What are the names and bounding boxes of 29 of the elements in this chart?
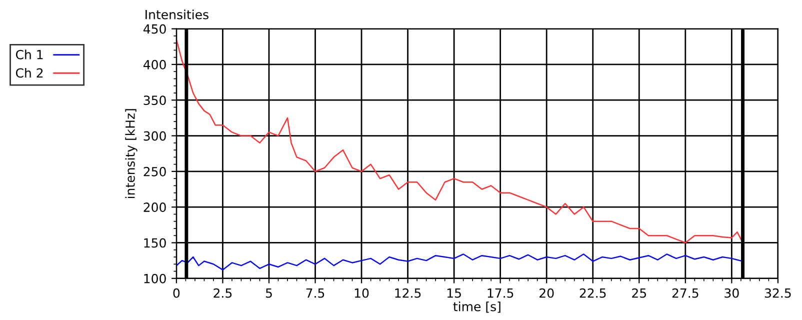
x-tick-label: 12.5 bbox=[395, 288, 421, 298]
legend-label: Ch 2 bbox=[16, 68, 43, 78]
y-tick-label: 350 bbox=[144, 96, 166, 106]
x-tick-label: 2.5 bbox=[214, 288, 232, 298]
y-tick-label: 100 bbox=[144, 274, 166, 284]
y-tick-label: 300 bbox=[144, 131, 166, 141]
x-tick-label: 5 bbox=[266, 288, 272, 298]
x-tick-label: 30 bbox=[724, 288, 739, 298]
x-tick-label: 17.5 bbox=[488, 288, 514, 298]
x-tick-label: 7.5 bbox=[306, 288, 324, 298]
x-tick-label: 22.5 bbox=[580, 288, 606, 298]
line-series bbox=[176, 254, 744, 270]
x-tick-label: 32.5 bbox=[764, 288, 791, 298]
y-tick-label: 150 bbox=[144, 238, 166, 248]
x-tick-label: 15 bbox=[447, 288, 461, 298]
line-series bbox=[176, 38, 744, 244]
x-tick-label: 10 bbox=[354, 288, 369, 298]
y-tick-label: 400 bbox=[143, 60, 166, 70]
y-tick-label: 250 bbox=[144, 166, 166, 176]
x-tick-label: 27.5 bbox=[672, 288, 698, 298]
y-tick-label: 200 bbox=[144, 202, 166, 212]
legend-label: Ch 1 bbox=[16, 50, 43, 60]
chart-title: Intensities bbox=[146, 10, 208, 20]
x-tick-label: 0 bbox=[173, 288, 180, 298]
y-tick-label: 450 bbox=[143, 24, 166, 34]
x-axis-title: time [s] bbox=[453, 302, 500, 313]
x-tick-label: 25 bbox=[632, 288, 646, 298]
x-tick-label: 20 bbox=[540, 288, 554, 298]
y-axis-title: intensity [kHz] bbox=[125, 109, 138, 198]
